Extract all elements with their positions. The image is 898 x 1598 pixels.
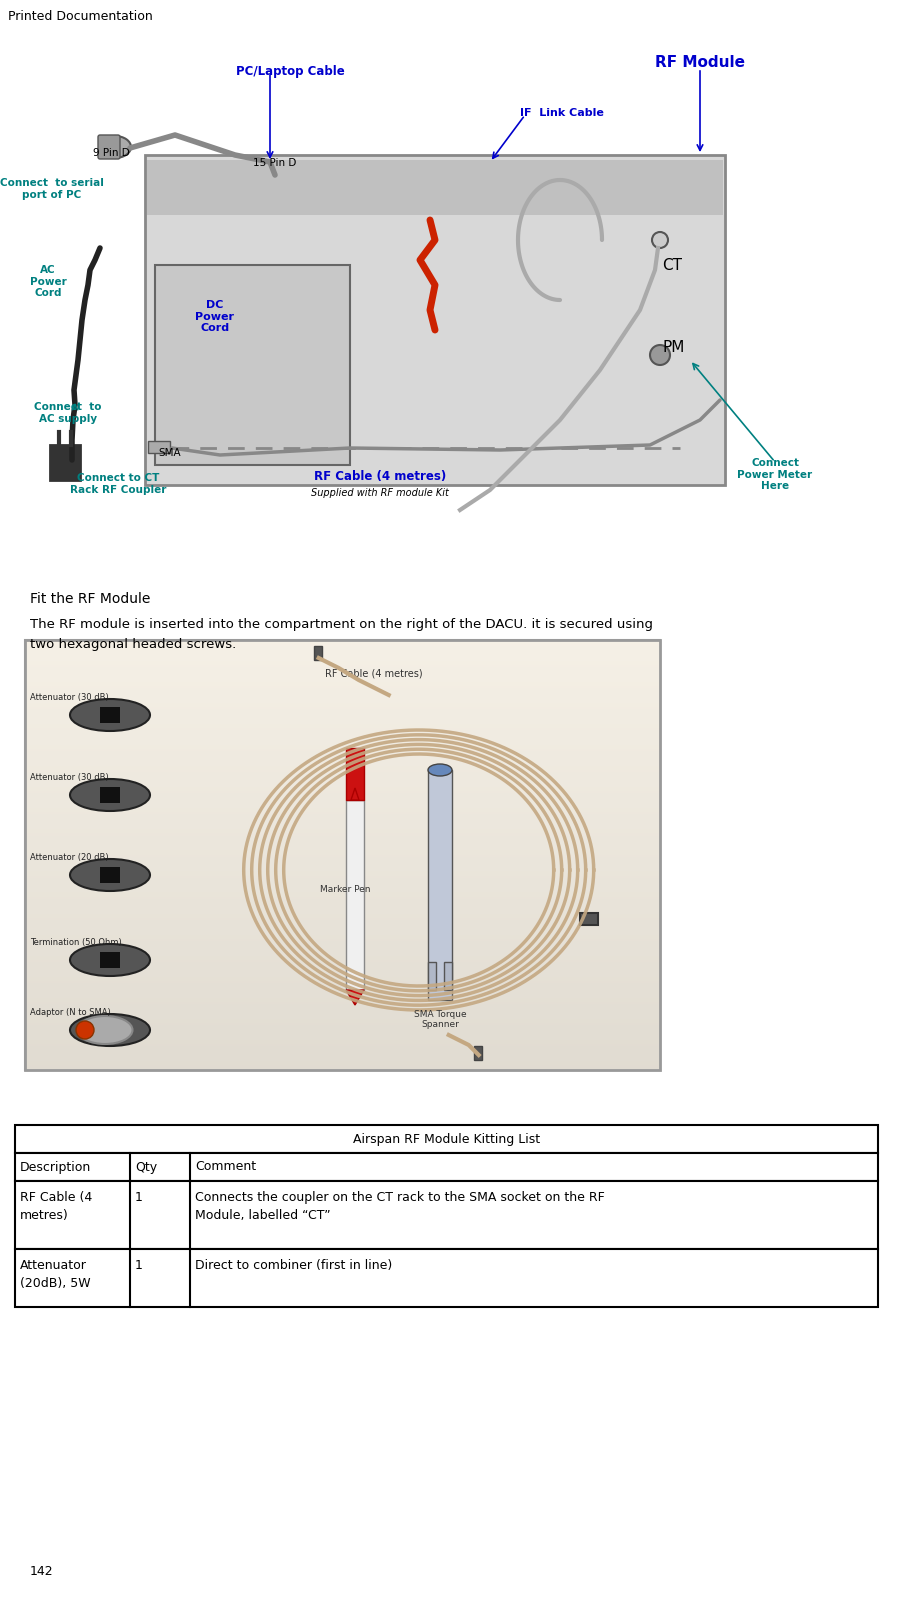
Text: AC
Power
Cord: AC Power Cord xyxy=(30,265,66,299)
Text: 15 Pin D: 15 Pin D xyxy=(253,158,296,168)
FancyBboxPatch shape xyxy=(145,155,725,486)
Text: Description: Description xyxy=(20,1160,92,1173)
Text: Marker Pen: Marker Pen xyxy=(320,885,371,893)
Bar xyxy=(155,265,350,465)
Text: RF Cable (4 metres): RF Cable (4 metres) xyxy=(325,668,423,678)
Ellipse shape xyxy=(70,860,150,892)
Text: Printed Documentation: Printed Documentation xyxy=(8,10,153,22)
Text: Connect
Power Meter
Here: Connect Power Meter Here xyxy=(737,459,813,491)
Text: Supplied with RF module Kit: Supplied with RF module Kit xyxy=(311,487,449,499)
Bar xyxy=(428,770,452,1000)
Text: Comment: Comment xyxy=(195,1160,256,1173)
Text: Airspan RF Module Kitting List: Airspan RF Module Kitting List xyxy=(353,1133,540,1146)
Text: SMA Torque
Spanner: SMA Torque Spanner xyxy=(414,1010,466,1029)
Text: PM: PM xyxy=(662,340,684,355)
Text: Connect  to serial
port of PC: Connect to serial port of PC xyxy=(0,177,104,200)
Text: PC/Laptop Cable: PC/Laptop Cable xyxy=(235,66,344,78)
Text: Connects the coupler on the CT rack to the SMA socket on the RF: Connects the coupler on the CT rack to t… xyxy=(195,1191,604,1203)
Text: Attenuator (20 dB): Attenuator (20 dB) xyxy=(30,853,109,861)
Bar xyxy=(100,868,120,884)
Bar xyxy=(25,641,660,1071)
Text: Connect to CT
Rack RF Coupler: Connect to CT Rack RF Coupler xyxy=(70,473,166,495)
Text: metres): metres) xyxy=(20,1210,69,1222)
Text: Direct to combiner (first in line): Direct to combiner (first in line) xyxy=(195,1259,392,1272)
Bar xyxy=(147,160,723,216)
Bar xyxy=(15,1125,878,1154)
Text: two hexagonal headed screws.: two hexagonal headed screws. xyxy=(30,638,236,650)
Text: RF Cable (4 metres): RF Cable (4 metres) xyxy=(314,470,446,483)
Text: The RF module is inserted into the compartment on the right of the DACU. it is s: The RF module is inserted into the compa… xyxy=(30,618,653,631)
Text: Attenuator: Attenuator xyxy=(20,1259,87,1272)
Polygon shape xyxy=(351,788,359,801)
Bar xyxy=(313,646,321,660)
Bar xyxy=(15,1181,878,1250)
Ellipse shape xyxy=(428,764,452,777)
FancyBboxPatch shape xyxy=(98,134,120,158)
Ellipse shape xyxy=(76,1021,94,1039)
Bar xyxy=(474,1047,481,1059)
Bar xyxy=(100,786,120,804)
Bar xyxy=(25,30,870,540)
Ellipse shape xyxy=(77,1016,133,1043)
Ellipse shape xyxy=(70,778,150,812)
Bar xyxy=(100,706,120,722)
Circle shape xyxy=(652,232,668,248)
Text: Module, labelled “CT”: Module, labelled “CT” xyxy=(195,1210,330,1222)
Bar xyxy=(444,962,452,991)
Text: Connect  to
AC supply: Connect to AC supply xyxy=(34,403,101,423)
Text: Attenuator (30 dB): Attenuator (30 dB) xyxy=(30,773,109,781)
Text: 9 Pin D: 9 Pin D xyxy=(93,149,130,158)
Text: 1: 1 xyxy=(135,1191,143,1203)
Text: IF  Link Cable: IF Link Cable xyxy=(520,109,603,118)
Text: Qty: Qty xyxy=(135,1160,157,1173)
Text: Termination (50 Ohm): Termination (50 Ohm) xyxy=(30,938,122,948)
Text: Fit the RF Module: Fit the RF Module xyxy=(30,591,150,606)
Text: RF Module: RF Module xyxy=(655,54,745,70)
Text: Attenuator (30 dB): Attenuator (30 dB) xyxy=(30,694,109,702)
Text: Adaptor (N to SMA): Adaptor (N to SMA) xyxy=(30,1008,110,1016)
Text: (20dB), 5W: (20dB), 5W xyxy=(20,1277,91,1290)
Polygon shape xyxy=(346,991,364,1005)
Text: SMA: SMA xyxy=(158,447,180,459)
Bar xyxy=(346,748,364,801)
Ellipse shape xyxy=(70,1015,150,1047)
Text: RF Cable (4: RF Cable (4 xyxy=(20,1191,92,1203)
Bar xyxy=(15,1250,878,1307)
Bar xyxy=(100,1023,120,1039)
Text: 1: 1 xyxy=(135,1259,143,1272)
Bar xyxy=(428,962,436,991)
Text: 142: 142 xyxy=(30,1564,54,1577)
Ellipse shape xyxy=(99,136,131,158)
Circle shape xyxy=(650,345,670,364)
Bar xyxy=(580,912,598,925)
Bar xyxy=(25,641,660,1071)
Bar xyxy=(50,444,80,479)
Ellipse shape xyxy=(70,698,150,730)
Bar xyxy=(15,1154,878,1181)
Text: DC
Power
Cord: DC Power Cord xyxy=(196,300,234,334)
Bar xyxy=(148,441,170,452)
Text: CT: CT xyxy=(662,257,682,273)
Bar xyxy=(346,801,364,991)
Bar xyxy=(100,952,120,968)
Ellipse shape xyxy=(70,944,150,976)
